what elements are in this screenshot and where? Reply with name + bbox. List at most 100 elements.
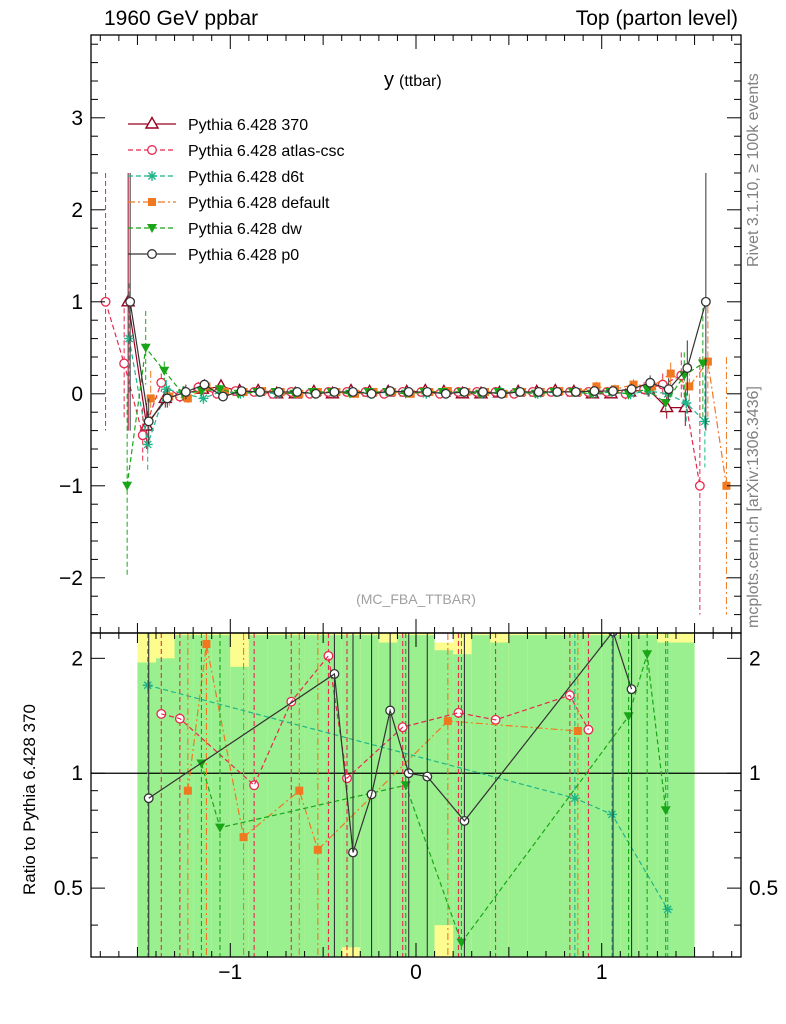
ratio-point [142, 680, 153, 691]
ratio-band-inner [601, 635, 621, 957]
data-point [592, 382, 601, 391]
ratio-band-inner [211, 635, 231, 957]
chart-title-variable: y [384, 69, 394, 91]
ratio-ytick-label-right: 0.5 [749, 877, 778, 900]
main-series-2 [124, 283, 710, 472]
ratio-series-line [147, 684, 669, 910]
data-point [385, 386, 396, 396]
ratio-series-3 [196, 633, 671, 957]
data-point [198, 393, 209, 404]
data-point [608, 386, 618, 396]
data-point [440, 388, 451, 399]
main-series-5 [125, 173, 711, 445]
main-series-0 [120, 173, 693, 449]
data-point [685, 382, 694, 391]
axes-group: −2 −1 0 1 2 3 −1 0 1 0.5 0.5 1 1 2 2 [54, 35, 778, 984]
ratio-band-inner [453, 654, 472, 957]
data-point [699, 416, 710, 427]
ratio-ytick-label-right: 2 [749, 647, 761, 670]
ratio-series-line [200, 654, 667, 944]
ratio-xtick-label: 1 [596, 961, 608, 984]
data-point [218, 391, 228, 402]
data-point [156, 377, 167, 388]
legend-marker [148, 198, 156, 206]
legend-marker [147, 224, 157, 233]
main-series-4 [122, 308, 708, 578]
main-ytick-label: 1 [71, 291, 83, 314]
data-point [403, 387, 414, 397]
data-point [180, 387, 191, 397]
ratio-band-inner [416, 635, 435, 957]
data-point [143, 416, 154, 427]
data-point [215, 385, 225, 395]
ratio-band-inner [193, 635, 212, 957]
data-point [183, 394, 192, 403]
chart-title: y (ttbar) [384, 69, 442, 91]
data-point [478, 387, 488, 397]
legend-label: Pythia 6.428 d6t [188, 169, 304, 186]
data-point [142, 439, 153, 450]
data-point [660, 399, 671, 408]
data-point [694, 480, 705, 491]
header-right-label: Top (parton level) [575, 7, 738, 30]
data-point [515, 387, 526, 397]
data-point [366, 388, 377, 399]
ratio-band-inner [286, 635, 305, 957]
legend-item: Pythia 6.428 d6t [128, 169, 304, 186]
ratio-band-inner [174, 635, 194, 957]
ratio-band-inner [657, 642, 676, 957]
data-point [146, 394, 155, 403]
ratio-point [313, 845, 322, 854]
data-point [329, 387, 340, 397]
legend-label: Pythia 6.428 default [188, 195, 330, 212]
data-point [570, 387, 581, 397]
ratio-series-4 [143, 633, 637, 957]
ratio-point [660, 806, 671, 816]
data-point [496, 388, 507, 399]
data-point [221, 387, 229, 396]
data-point [292, 387, 303, 397]
ratio-ytick-label: 1 [71, 762, 83, 785]
data-point [681, 398, 692, 408]
ratio-point [239, 833, 248, 842]
legend-label: Pythia 6.428 p0 [188, 247, 299, 264]
ratio-band-inner [546, 635, 565, 957]
legend-label: Pythia 6.428 370 [188, 117, 308, 134]
data-point [422, 387, 433, 397]
ratio-band-inner [583, 635, 602, 957]
watermark-label: (MC_FBA_TTBAR) [356, 591, 476, 607]
data-point [236, 386, 247, 396]
ratio-band-inner [620, 635, 639, 957]
ratio-ytick-label: 0.5 [54, 877, 83, 900]
data-point [626, 384, 637, 395]
ratio-band-inner [378, 642, 398, 957]
data-point [663, 384, 674, 395]
ratio-band-inner [508, 635, 528, 957]
ratio-series-line [187, 643, 578, 851]
main-ytick-label: 3 [71, 107, 83, 130]
ratio-bands [137, 633, 695, 957]
ratio-ytick-label-right: 1 [749, 762, 761, 785]
ratio-band-inner [304, 635, 324, 957]
data-point [255, 387, 266, 397]
data-point [273, 387, 284, 397]
data-point [722, 481, 731, 490]
data-point [348, 387, 358, 397]
data-point [659, 399, 674, 413]
data-point [700, 296, 711, 307]
data-point [122, 481, 133, 491]
ratio-band-inner [471, 635, 491, 957]
series-line [129, 301, 707, 423]
ratio-series-2 [183, 633, 582, 957]
data-point [678, 399, 693, 413]
data-point [645, 377, 656, 388]
main-ytick-label: −2 [59, 567, 83, 590]
ratio-series-line [161, 654, 589, 787]
legend-marker [147, 249, 157, 259]
legend-label: Pythia 6.428 dw [188, 221, 302, 238]
main-ytick-label: 0 [71, 383, 83, 406]
ratio-band-inner [156, 658, 175, 957]
ratio-band-inner [527, 635, 546, 957]
data-point [140, 343, 151, 353]
legend-item: Pythia 6.428 dw [128, 221, 302, 238]
